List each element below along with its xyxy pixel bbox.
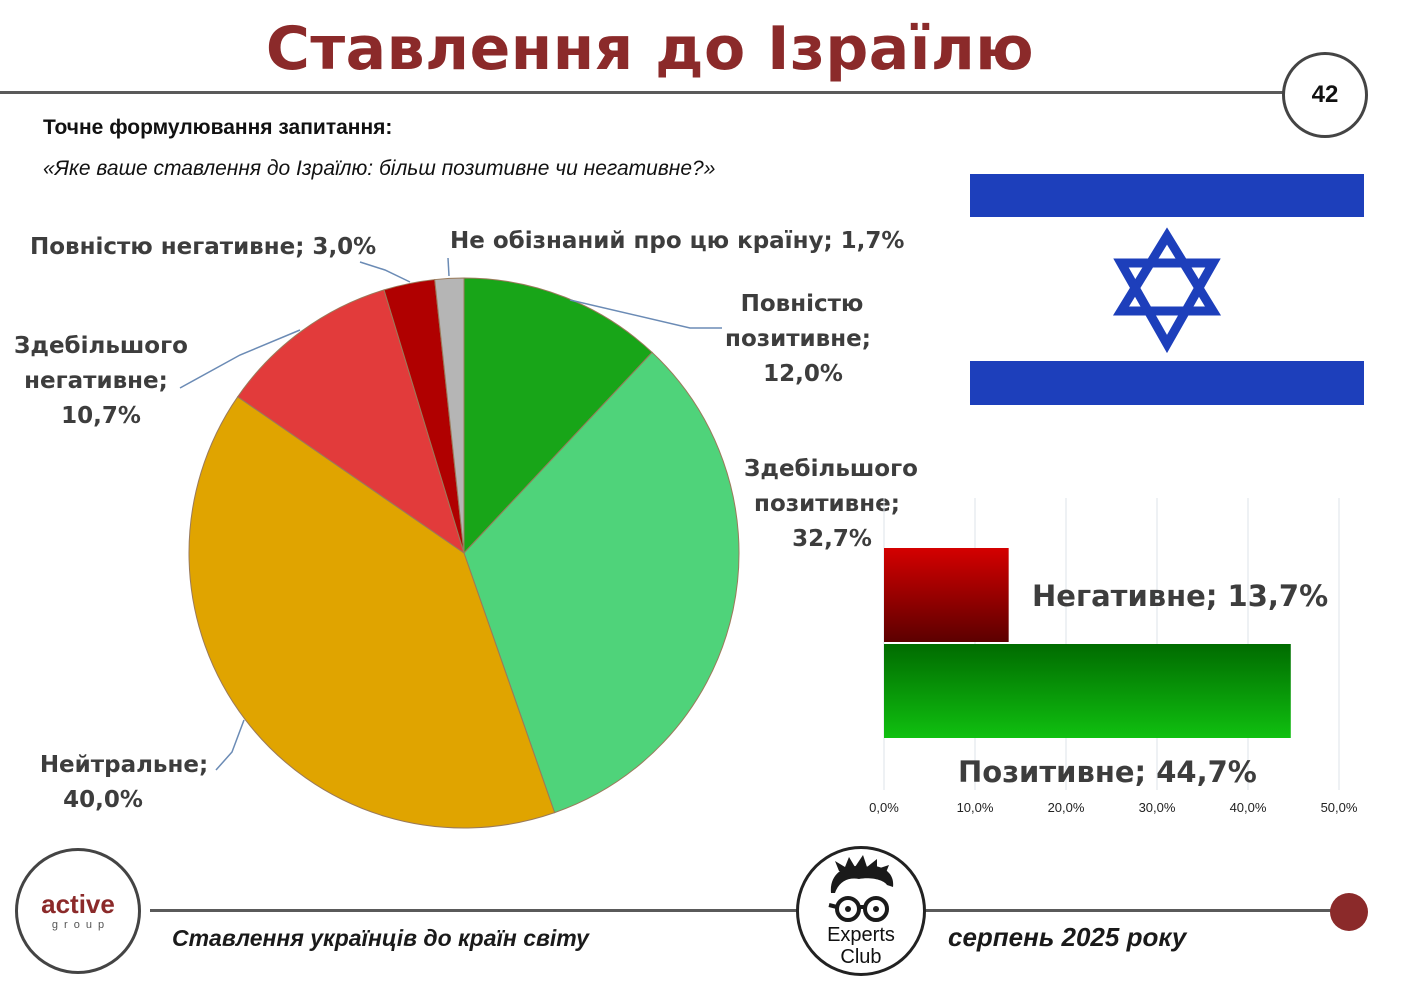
israel-flag: [970, 174, 1364, 405]
slice-mostly-negative: [236, 289, 465, 555]
bar-label-positive: Позитивне; 44,7%: [958, 755, 1257, 789]
leader-line-mostly-negative: [179, 329, 301, 389]
leader-line-fully-positive: [569, 299, 722, 329]
footer-date: серпень 2025 року: [948, 922, 1187, 952]
page-title: Ставлення до Ізраїлю: [265, 14, 1035, 84]
bar-x-tick-label: 40,0%: [1230, 800, 1267, 815]
logo-club-text: Club: [840, 946, 882, 968]
flag-stripe-top: [970, 174, 1364, 217]
bar-label-negative: Негативне; 13,7%: [1032, 579, 1328, 613]
leader-line-unaware: [447, 257, 450, 277]
question-text: «Яке ваше ставлення до Ізраїлю: більш по…: [43, 157, 716, 180]
flag-stripe-bottom: [970, 361, 1364, 405]
pie-labels: Повністю позитивне; 12,0% Здебільшого по…: [14, 228, 926, 813]
leader-line-fully-negative: [359, 261, 411, 283]
page-number: 42: [1311, 81, 1339, 108]
label-unaware: Не обізнаний про цю країну; 1,7%: [450, 228, 904, 254]
slice-unaware: [434, 277, 465, 554]
question-label: Точне формулювання запитання:: [43, 116, 393, 139]
label-mostly-positive: Здебільшого позитивне; 32,7%: [744, 456, 926, 552]
footer-red-dot: [1330, 893, 1368, 931]
label-mostly-negative: Здебільшого негативне; 10,7%: [14, 333, 196, 429]
glasses-face-icon: [828, 855, 894, 922]
bar-x-tick-label: 0,0%: [869, 800, 899, 815]
bar-positive: [884, 644, 1291, 738]
active-group-logo: active group: [15, 848, 141, 974]
pie-leader-lines: [179, 257, 722, 771]
label-fully-negative: Повністю негативне; 3,0%: [30, 234, 376, 260]
slice-mostly-positive: [463, 351, 740, 814]
bar-x-tick-label: 20,0%: [1048, 800, 1085, 815]
slice-neutral: [188, 396, 556, 829]
logo-experts-text: Experts: [827, 924, 895, 946]
logo-active-text: active: [41, 889, 115, 919]
logo-group-text: group: [51, 919, 111, 931]
leader-line-neutral: [215, 719, 245, 771]
experts-club-logo: Experts Club: [796, 846, 926, 976]
bar-chart: 0,0% 10,0% 20,0% 30,0% 40,0% 50,0% Негативне; …: [869, 498, 1358, 815]
label-neutral: Нейтральне; 40,0%: [40, 752, 216, 813]
slice-fully-positive: [463, 277, 653, 555]
bar-x-tick-label: 10,0%: [957, 800, 994, 815]
pie-chart: [188, 277, 740, 829]
label-fully-positive: Повністю позитивне; 12,0%: [725, 291, 879, 387]
bar-x-tick-label: 50,0%: [1321, 800, 1358, 815]
star-of-david-icon: [1112, 227, 1222, 354]
footer-survey-title: Ставлення українців до країн світу: [172, 925, 589, 951]
page-number-badge: 42: [1282, 52, 1368, 138]
bar-negative: [884, 548, 1009, 642]
footer-divider: [150, 909, 1350, 912]
bar-x-tick-label: 30,0%: [1139, 800, 1176, 815]
header-divider: [0, 91, 1285, 94]
